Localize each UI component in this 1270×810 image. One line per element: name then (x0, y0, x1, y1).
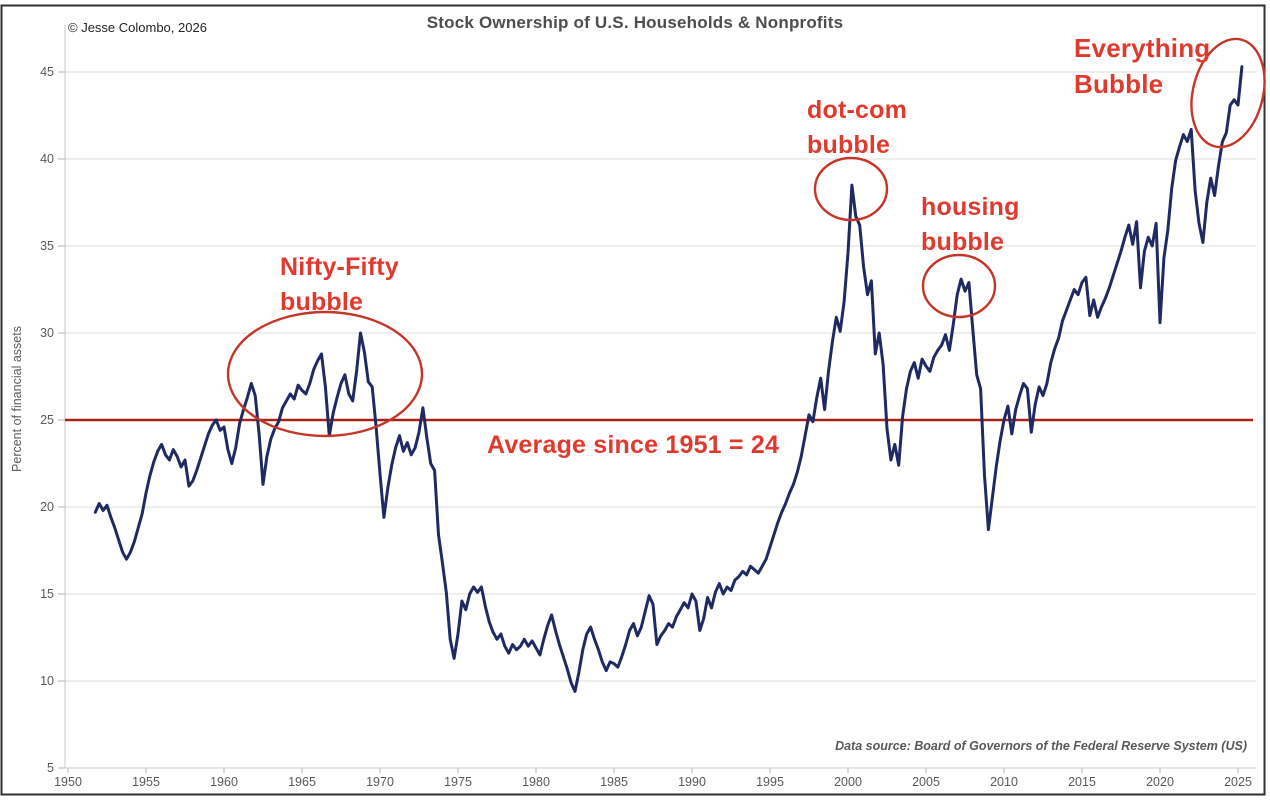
x-tick-label: 1980 (522, 775, 550, 789)
chart-title: Stock Ownership of U.S. Households & Non… (426, 13, 844, 32)
y-tick-label: 35 (40, 239, 54, 253)
x-tick-label: 2005 (912, 775, 940, 789)
y-tick-label: 30 (40, 326, 54, 340)
everything-circle (1190, 37, 1266, 149)
y-tick-label: 15 (40, 587, 54, 601)
nifty-fifty-circle (226, 310, 424, 438)
x-tick-label: 2025 (1224, 775, 1252, 789)
annotation-dot-com-bubble: dot-com bubble (807, 96, 907, 159)
y-tick-label: 25 (40, 413, 54, 427)
series-line (93, 65, 1244, 693)
copyright-text: © Jesse Colombo, 2026 (68, 20, 207, 35)
x-tick-label: 1955 (132, 775, 160, 789)
x-tick-label: 1995 (756, 775, 784, 789)
x-tick-label: 1965 (288, 775, 316, 789)
x-tick-label: 2020 (1146, 775, 1174, 789)
x-tick-label: 1990 (678, 775, 706, 789)
dot-com-circle (813, 156, 889, 222)
x-tick-label: 1985 (600, 775, 628, 789)
x-tick-label: 1950 (54, 775, 82, 789)
y-tick-label: 20 (40, 500, 54, 514)
annotation-average-line-label: Average since 1951 = 24 (487, 431, 780, 459)
housing-circle (921, 253, 997, 319)
x-tick-label: 2000 (834, 775, 862, 789)
annotation-everything-bubble: Everything Bubble (1074, 33, 1211, 100)
x-tick-label: 1960 (210, 775, 238, 789)
y-tick-label: 40 (40, 152, 54, 166)
data-source-note: Data source: Board of Governors of the F… (835, 739, 1247, 753)
image-frame-border (0, 4, 1266, 796)
x-tick-label: 2010 (990, 775, 1018, 789)
y-tick-label: 45 (40, 65, 54, 79)
y-tick-label: 10 (40, 674, 54, 688)
y-tick-label: 5 (47, 761, 54, 775)
x-tick-label: 2015 (1068, 775, 1096, 789)
x-tick-label: 1970 (366, 775, 394, 789)
x-tick-label: 1975 (444, 775, 472, 789)
y-axis-title: Percent of financial assets (10, 326, 24, 472)
annotation-nifty-fifty-bubble: Nifty-Fifty bubble (280, 253, 399, 316)
annotation-housing-bubble: housing bubble (921, 193, 1020, 256)
